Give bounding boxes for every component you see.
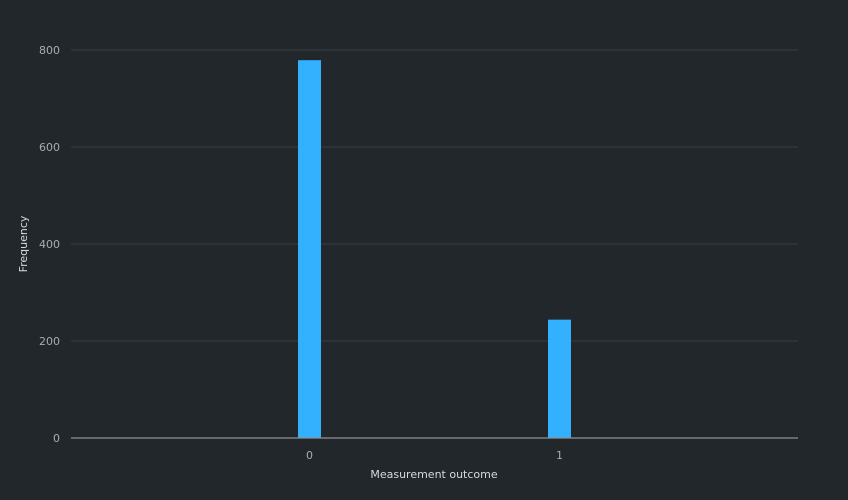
y-tick-label: 600 <box>39 141 60 154</box>
bars <box>298 60 571 439</box>
y-tick-label: 800 <box>39 44 60 57</box>
y-tick-label: 200 <box>39 335 60 348</box>
y-tick-label: 0 <box>53 432 60 445</box>
x-tick-label: 0 <box>306 449 313 462</box>
x-tick-label: 1 <box>556 449 563 462</box>
y-tick-labels: 0 200 400 600 800 <box>39 44 60 445</box>
bar-outcome-1 <box>548 319 571 438</box>
y-axis-title: Frequency <box>17 215 30 272</box>
gridlines <box>71 49 798 342</box>
bar-outcome-0 <box>298 60 321 439</box>
y-tick-label: 400 <box>39 238 60 251</box>
x-axis-title: Measurement outcome <box>370 468 498 481</box>
